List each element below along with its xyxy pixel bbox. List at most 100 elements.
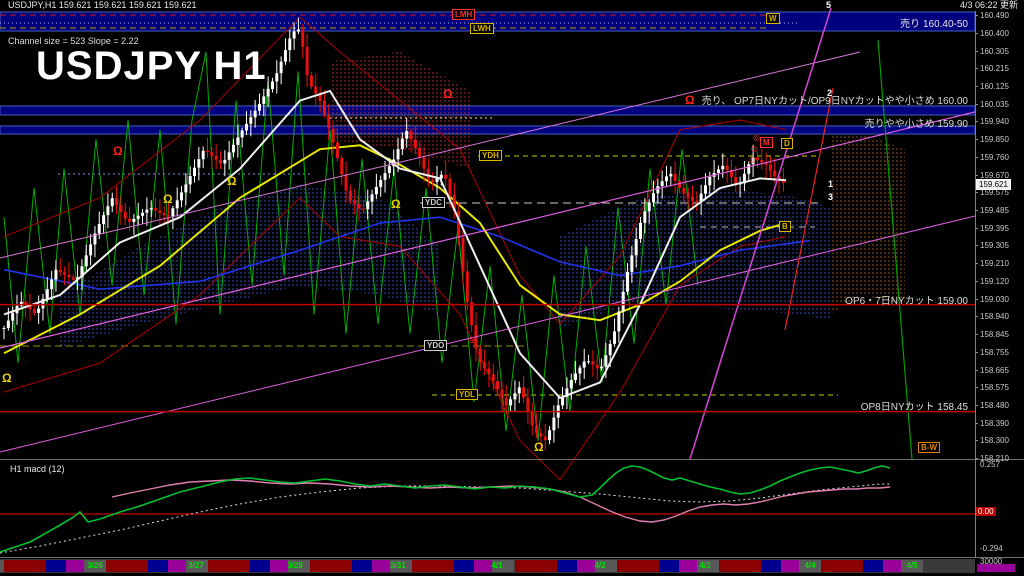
date-label: 4/4: [804, 561, 816, 570]
axis-price-label: 158.300: [980, 436, 1009, 446]
wave-count-1: 1: [828, 179, 834, 189]
axis-tick: [975, 245, 978, 247]
day-strip-segment: [46, 560, 66, 572]
candlesticks: [2, 17, 785, 451]
fractal-down-icon: Ω: [443, 87, 453, 101]
axis-tick: [975, 404, 978, 406]
date-label: 4/5: [906, 561, 918, 570]
day-strip-segment: [208, 560, 251, 572]
moving-averages: [3, 144, 811, 355]
axis-tick: [975, 174, 978, 176]
fractal-up-icon: Ω: [534, 440, 544, 454]
axis-price-label: 160.125: [980, 81, 1009, 91]
level-tag-m: M: [760, 137, 773, 148]
macd-pane: [0, 465, 975, 554]
day-strip-segment: [148, 560, 169, 572]
axis-price-label: 160.305: [980, 46, 1009, 56]
axis-price-label: 160.215: [980, 64, 1009, 74]
volume-axis-label: 30000: [980, 557, 1003, 566]
annotation-sell-15990: 売りやや小さめ 159.90: [864, 119, 968, 130]
day-strip-segment: [250, 560, 271, 572]
date-axis-strip[interactable]: 3/26 3/27 3/28 3/31 4/1 4/2 4/3 4/4 4/5: [0, 559, 975, 573]
axis-price-label: 158.845: [980, 330, 1009, 340]
axis-price-label: 160.400: [980, 28, 1009, 38]
axis-tick: [975, 369, 978, 371]
page-title: USDJPY H1: [36, 44, 267, 88]
day-strip-segment: [4, 560, 46, 572]
level-tag-lmh: LMH: [452, 9, 476, 20]
axis-tick: [975, 298, 978, 300]
level-tag-w: W: [766, 13, 780, 24]
sell-zone-label: 売り 160.40-50: [900, 19, 968, 30]
day-strip-segment: [718, 560, 761, 572]
wave-count-5: 5: [826, 0, 832, 10]
axis-tick: [975, 227, 978, 229]
day-strip-segment: [594, 560, 617, 572]
channel-info: Channel size = 523 Slope = 2.22: [8, 36, 139, 46]
axis-tick: [975, 263, 978, 265]
signal-marker-icon: ◎: [753, 133, 760, 142]
date-label: 4/2: [594, 561, 606, 570]
signal-marker-icon: ◎: [468, 335, 475, 344]
axis-tick: [975, 121, 978, 123]
axis-tick: [975, 156, 978, 158]
day-strip-segment: [760, 560, 781, 572]
day-strip-segment: [576, 560, 595, 572]
day-strip-segment: [514, 560, 557, 572]
date-label: 3/27: [188, 561, 204, 570]
axis-price-label: 159.760: [980, 152, 1009, 162]
date-label: 3/26: [87, 561, 103, 570]
day-strip-segment: [474, 560, 493, 572]
red-envelope: [3, 16, 787, 481]
axis-tick: [975, 387, 978, 389]
fractal-up-icon: Ω: [391, 197, 401, 211]
day-strip-segment: [0, 560, 4, 572]
axis-tick: [975, 210, 978, 212]
axis-tick: [975, 440, 978, 442]
day-strip-segment: [798, 560, 821, 572]
dashed-levels: [0, 14, 838, 396]
axis-price-label: 160.035: [980, 99, 1009, 109]
wave-count-3: 3: [828, 192, 834, 202]
annotation-op-159: OP6・7日NYカット 159.00: [845, 296, 968, 307]
level-tag-lwh: LWH: [470, 23, 494, 34]
level-tag-ydl: YDL: [456, 389, 478, 400]
day-strip-segment: [556, 560, 577, 572]
day-strip-segment: [106, 560, 149, 572]
option-levels: [0, 303, 975, 413]
trend-lines: [0, 7, 975, 460]
axis-price-label: 159.210: [980, 259, 1009, 269]
top-bar: USDJPY,H1 159.621 159.621 159.621 159.62…: [0, 0, 1024, 11]
day-strip-segment: [862, 560, 883, 572]
axis-price-label: 159.940: [980, 117, 1009, 127]
day-strip-segment: [492, 560, 515, 572]
fractal-up-icon: Ω: [227, 174, 237, 188]
level-tag-ydo: YDO: [424, 340, 448, 351]
day-strip-segment: [616, 560, 659, 572]
axis-price-label: 158.480: [980, 400, 1009, 410]
day-strip-segment: [678, 560, 697, 572]
axis-tick: [975, 334, 978, 336]
updated-timestamp: 4/3 06:22 更新: [959, 0, 1018, 10]
axis-price-label: 158.755: [980, 347, 1009, 357]
axis-price-label: 158.390: [980, 418, 1009, 428]
day-strip-segment: [412, 560, 455, 572]
day-strip-segment: [820, 560, 863, 572]
axis-price-label: 159.670: [980, 170, 1009, 180]
day-strip-segment: [372, 560, 391, 572]
axis-price-label: 158.940: [980, 312, 1009, 322]
day-strip-segment: [882, 560, 901, 572]
axis-tick: [975, 280, 978, 282]
axis-price-label: 158.575: [980, 383, 1009, 393]
axis-tick: [975, 422, 978, 424]
day-strip-segment: [390, 560, 413, 572]
axis-price-label: 158.665: [980, 365, 1009, 375]
day-strip-segment: [696, 560, 719, 572]
fractal-down-icon: Ω: [113, 144, 123, 158]
macd-axis-top: 0.257: [980, 460, 1001, 469]
resistance-bands: [0, 11, 975, 135]
signal-marker-icon: ◎: [751, 144, 758, 153]
day-strip-segment: [310, 560, 353, 572]
day-strip-segment: [454, 560, 475, 572]
signal-marker-icon: ◎: [749, 155, 756, 164]
